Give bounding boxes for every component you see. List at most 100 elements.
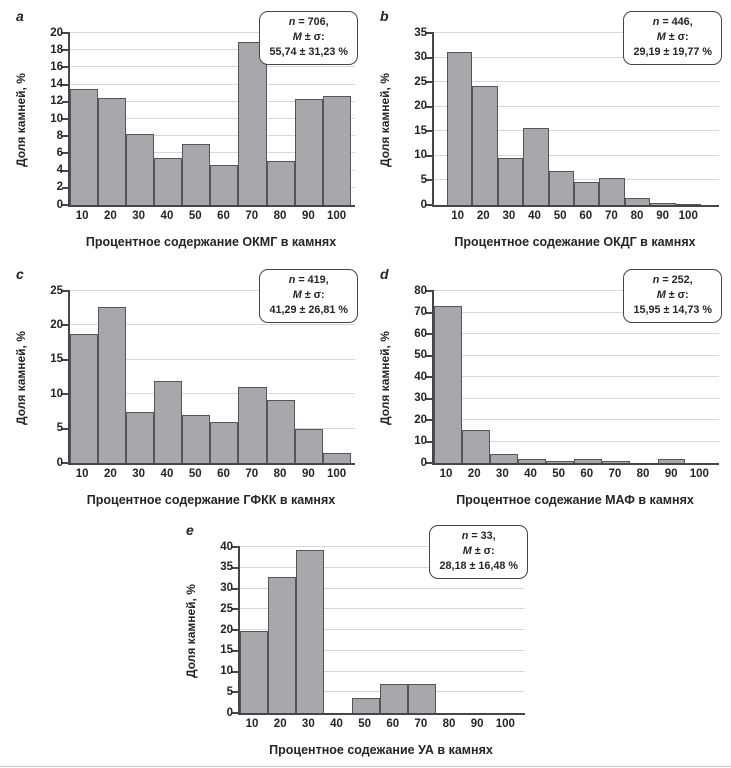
- bar-60: [573, 458, 602, 463]
- bar-30: [295, 549, 324, 713]
- bar-90: [294, 428, 323, 463]
- gridline: [434, 397, 719, 399]
- y-axis-tick: [232, 566, 240, 569]
- x-tick-label: 60: [217, 210, 230, 222]
- gridline: [434, 179, 719, 181]
- y-axis-tick: [232, 712, 240, 714]
- x-tick-label: 60: [386, 718, 400, 730]
- x-tick-label: 50: [553, 210, 567, 222]
- x-tick-label: 40: [160, 210, 174, 222]
- stats-line: 55,74 ± 31,23 %: [269, 46, 348, 59]
- y-axis-tick: [62, 100, 70, 103]
- gridline: [70, 118, 355, 119]
- y-axis-tick: [62, 118, 70, 120]
- gridline: [70, 393, 355, 395]
- y-axis-tick: [232, 649, 240, 652]
- stats-line: 41,29 ± 26,81 %: [269, 304, 348, 317]
- gridline: [434, 333, 719, 334]
- x-tick-labels: 10 20 30 40 50 60 70 80 90 100: [238, 717, 525, 731]
- y-axis-tick: [232, 691, 240, 694]
- y-axis-tick: [426, 397, 434, 400]
- x-tick-label: 40: [524, 468, 537, 480]
- x-tick-label: 20: [476, 210, 490, 222]
- stats-line: n = 446,: [652, 16, 693, 28]
- x-tick-label: 30: [301, 718, 315, 730]
- y-tick-label: 10: [220, 664, 233, 677]
- gridline: [240, 629, 525, 630]
- bar-10: [70, 88, 99, 205]
- x-tick-label: 80: [273, 210, 287, 222]
- y-tick-label: 35: [414, 26, 427, 39]
- bar-20: [98, 97, 127, 205]
- gridline: [70, 32, 355, 33]
- x-axis-title: Процентное содержание ГФКК в камнях: [86, 493, 336, 507]
- y-axis-tick: [426, 81, 434, 84]
- bar-50: [548, 170, 574, 205]
- stats-line: n = 252,: [652, 274, 693, 286]
- gridline: [434, 440, 719, 442]
- y-axis-tick: [232, 546, 240, 548]
- panel-letter: e: [186, 522, 194, 538]
- x-tick-label: 30: [132, 210, 146, 222]
- x-tick-label: 10: [245, 718, 259, 730]
- gridline: [240, 546, 525, 547]
- y-tick-label: 15: [50, 353, 63, 366]
- bar-90: [294, 99, 323, 205]
- x-tick-label: 90: [656, 210, 670, 222]
- y-tick-label: 25: [220, 602, 233, 615]
- bar-70: [407, 684, 436, 713]
- stats-line: M ± σ:: [462, 545, 495, 558]
- y-axis-tick: [62, 169, 70, 172]
- y-tick-label: 16: [50, 60, 63, 73]
- x-tick-label: 20: [104, 210, 117, 222]
- x-tick-labels: 10 20 30 40 50 60 70 80 90 100: [432, 209, 719, 223]
- histogram-panel-d: d Доля камней, % 0 10 20 30 40 50 60 70 80 10 20 3…: [372, 264, 724, 514]
- x-tick-label: 50: [358, 718, 372, 730]
- stats-line: 29,19 ± 19,77 %: [633, 46, 712, 59]
- x-tick-label: 10: [439, 468, 453, 480]
- x-tick-label: 50: [552, 468, 566, 480]
- y-tick-label: 30: [414, 50, 427, 63]
- y-tick-label: 30: [414, 391, 427, 404]
- y-axis-tick: [62, 186, 70, 189]
- y-tick-label: 60: [414, 327, 427, 340]
- x-tick-label: 30: [495, 468, 509, 480]
- bar-30: [489, 453, 518, 463]
- gridline: [434, 376, 719, 377]
- gridline: [434, 105, 719, 107]
- bar-100: [322, 452, 351, 463]
- y-axis-title: Доля камней, %: [378, 331, 392, 425]
- y-tick-label: 0: [226, 706, 233, 719]
- gridline: [434, 130, 719, 132]
- y-axis-tick: [62, 358, 70, 361]
- y-tick-label: 20: [414, 99, 427, 112]
- y-axis-tick: [62, 462, 70, 464]
- gridline: [240, 566, 525, 568]
- y-tick-label: 25: [414, 75, 427, 88]
- y-axis-tick: [62, 135, 70, 138]
- bar-70: [238, 387, 267, 463]
- y-axis-tick: [232, 629, 240, 631]
- gridline: [434, 56, 719, 58]
- stats-line: M ± σ:: [656, 289, 689, 302]
- bar-30: [126, 412, 155, 463]
- x-tick-label: 100: [678, 210, 698, 222]
- y-axis-tick: [232, 670, 240, 673]
- bar-50: [351, 698, 380, 713]
- gridline: [70, 49, 355, 51]
- x-tick-label: 80: [273, 468, 287, 480]
- gridline: [70, 324, 355, 326]
- bar-60: [210, 421, 239, 463]
- x-tick-labels: 10 20 30 40 50 60 70 80 90 100: [68, 467, 355, 481]
- gridline: [434, 419, 719, 420]
- bar-60: [379, 684, 408, 713]
- x-tick-label: 10: [75, 468, 89, 480]
- bar-40: [517, 458, 546, 463]
- y-tick-label: 50: [414, 348, 427, 361]
- y-tick-label: 70: [414, 305, 427, 318]
- y-tick-label: 15: [220, 644, 233, 656]
- bar-50: [545, 461, 574, 463]
- x-tick-label: 90: [664, 468, 678, 480]
- bar-20: [267, 577, 296, 713]
- y-axis-tick: [426, 32, 434, 34]
